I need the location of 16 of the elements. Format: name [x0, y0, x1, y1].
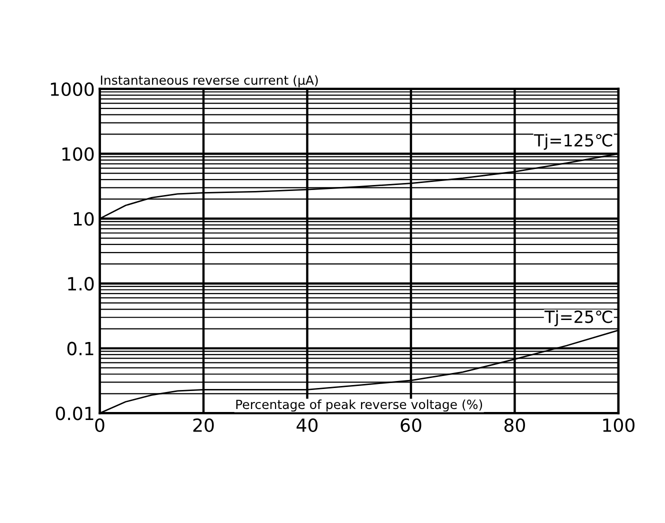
x-tick-label: 20 [193, 418, 214, 432]
series-label: Tj=25℃ [544, 310, 612, 326]
y-tick-label: 100 [62, 147, 94, 161]
y-axis-title: Instantaneous reverse current (μA) [100, 75, 318, 88]
x-axis-title: Percentage of peak reverse voltage (%) [236, 399, 482, 412]
x-tick-label: 80 [504, 418, 525, 432]
x-tick-label: 60 [400, 418, 422, 432]
y-tick-label: 1.0 [68, 276, 94, 291]
x-tick-label: 40 [296, 418, 318, 432]
x-tick-label: 0 [95, 418, 104, 432]
y-tick-label: 0.01 [56, 406, 94, 420]
y-tick-label: 0.1 [67, 342, 94, 356]
y-tick-label: 1000 [50, 82, 94, 96]
x-tick-label: 100 [603, 418, 634, 432]
series-label: Tj=125℃ [534, 134, 612, 150]
y-tick-label: 10 [74, 212, 94, 226]
